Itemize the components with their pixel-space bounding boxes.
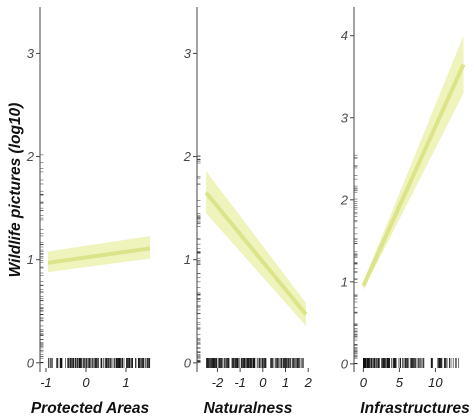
- x-rug-2: [206, 358, 304, 368]
- y-tick-label: 3: [184, 46, 192, 61]
- x-tick-label: 1: [282, 375, 289, 390]
- y-tick-label: 1: [184, 252, 191, 267]
- y-axis-title: Wildlife pictures (log10): [7, 103, 24, 278]
- confidence-band: [206, 170, 306, 326]
- y-rug-3: [354, 154, 358, 365]
- x-tick-label: -2: [212, 375, 224, 390]
- y-rug-1: [40, 154, 44, 364]
- x-tick-label: -1: [234, 375, 246, 390]
- x-tick-label: 0: [360, 375, 368, 390]
- x-tick-label: 0: [259, 375, 267, 390]
- y-tick-label: 1: [341, 274, 348, 289]
- y-tick-label: 3: [341, 110, 349, 125]
- panel-1: 0 1 2 3 -1 0 1 Protected Areas: [26, 7, 151, 417]
- x-tick-label: 1: [122, 375, 129, 390]
- fit-line: [47, 246, 151, 265]
- y-tick-label: 1: [27, 252, 34, 267]
- x-axis-title: Infrastructures: [360, 400, 470, 417]
- x-tick-label: 2: [304, 375, 313, 390]
- y-tick-label: 3: [27, 46, 35, 61]
- x-axis-title: Naturalness: [204, 400, 293, 417]
- y-tick-label: 4: [341, 28, 348, 43]
- x-tick-label: 5: [396, 375, 404, 390]
- panel-3: 0 1 2 3 4 0 5 10 Infrastructures: [340, 7, 470, 417]
- y-tick-label: 2: [26, 149, 35, 164]
- y-tick-label: 0: [27, 355, 35, 370]
- fit-line: [204, 191, 308, 316]
- y-tick-label: 0: [184, 355, 192, 370]
- y-tick-label: 2: [183, 149, 192, 164]
- fit-line: [361, 63, 466, 287]
- x-rug-3: [363, 358, 460, 368]
- y-rug-2: [197, 155, 201, 364]
- y-tick-label: 0: [341, 356, 349, 371]
- x-axis-title: Protected Areas: [31, 400, 150, 417]
- x-tick-label: 0: [82, 375, 90, 390]
- x-rug-1: [48, 358, 151, 368]
- y-tick-label: 2: [340, 192, 349, 207]
- x-tick-label: 10: [428, 375, 443, 390]
- x-tick-label: -1: [40, 375, 52, 390]
